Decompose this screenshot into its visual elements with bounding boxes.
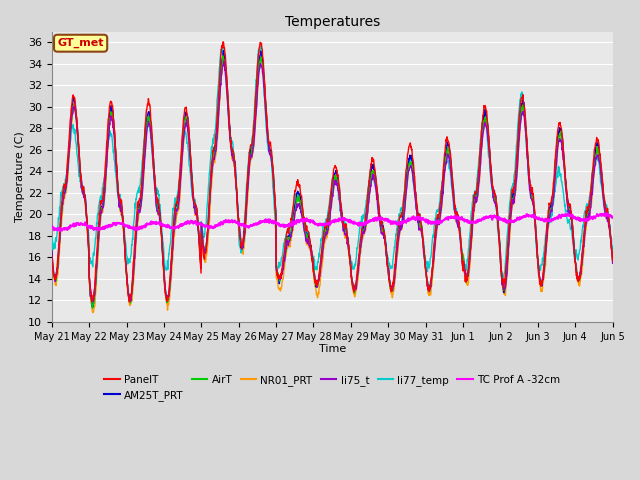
Title: Temperatures: Temperatures [285, 15, 380, 29]
li77_temp [420, 239, 428, 244]
PanelT [159, 263, 167, 268]
PanelT [420, 247, 428, 253]
PanelT [220, 39, 227, 45]
Line: PanelT: PanelT [52, 42, 612, 302]
AirT [88, 305, 96, 311]
AM25T_PRT [173, 202, 180, 208]
li75_t [173, 208, 180, 214]
PanelT [125, 299, 133, 305]
li77_temp [499, 278, 506, 284]
PanelT [493, 210, 501, 216]
AirT [48, 253, 56, 259]
PanelT [236, 234, 244, 240]
li77_temp [159, 240, 166, 245]
li75_t [220, 58, 228, 64]
PanelT [48, 252, 56, 258]
NR01_PRT [543, 244, 550, 250]
li75_t [420, 250, 428, 256]
Line: AM25T_PRT: AM25T_PRT [52, 50, 612, 307]
AM25T_PRT [220, 48, 227, 53]
TC Prof A -32cm [236, 221, 243, 227]
AirT [543, 234, 550, 240]
TC Prof A -32cm [173, 224, 180, 230]
PanelT [609, 258, 616, 264]
Line: NR01_PRT: NR01_PRT [52, 57, 612, 312]
AirT [493, 209, 501, 215]
X-axis label: Time: Time [319, 345, 346, 354]
AirT [236, 234, 244, 240]
TC Prof A -32cm [56, 228, 64, 234]
NR01_PRT [257, 54, 265, 60]
TC Prof A -32cm [48, 223, 56, 229]
TC Prof A -32cm [159, 223, 167, 229]
AM25T_PRT [420, 250, 428, 256]
NR01_PRT [609, 256, 616, 262]
AM25T_PRT [543, 234, 550, 240]
TC Prof A -32cm [420, 216, 428, 222]
li75_t [159, 261, 167, 266]
AM25T_PRT [159, 259, 167, 265]
AM25T_PRT [89, 304, 97, 310]
PanelT [543, 224, 550, 230]
PanelT [173, 199, 180, 205]
li77_temp [173, 194, 180, 200]
li75_t [543, 238, 550, 244]
AM25T_PRT [609, 257, 616, 263]
NR01_PRT [493, 211, 501, 217]
TC Prof A -32cm [609, 215, 616, 221]
AM25T_PRT [236, 231, 244, 237]
Legend: PanelT, AM25T_PRT, AirT, NR01_PRT, li75_t, li77_temp, TC Prof A -32cm: PanelT, AM25T_PRT, AirT, NR01_PRT, li75_… [100, 371, 564, 405]
AirT [173, 205, 180, 211]
li77_temp [48, 235, 56, 240]
li75_t [609, 260, 616, 266]
NR01_PRT [420, 248, 428, 253]
li75_t [236, 230, 244, 236]
Line: li77_temp: li77_temp [52, 44, 612, 281]
li75_t [493, 214, 501, 219]
li77_temp [236, 241, 243, 247]
li77_temp [609, 246, 616, 252]
li77_temp [493, 206, 500, 212]
NR01_PRT [48, 249, 56, 255]
TC Prof A -32cm [543, 216, 550, 222]
TC Prof A -32cm [493, 216, 500, 221]
li75_t [48, 250, 56, 255]
AirT [159, 260, 167, 266]
Line: TC Prof A -32cm: TC Prof A -32cm [52, 213, 612, 231]
Line: li75_t: li75_t [52, 61, 612, 302]
NR01_PRT [159, 258, 167, 264]
NR01_PRT [236, 229, 243, 235]
NR01_PRT [173, 212, 180, 217]
Y-axis label: Temperature (C): Temperature (C) [15, 132, 25, 222]
TC Prof A -32cm [602, 210, 610, 216]
Text: GT_met: GT_met [58, 38, 104, 48]
AM25T_PRT [493, 206, 501, 212]
li77_temp [543, 227, 550, 233]
AirT [219, 53, 227, 59]
li77_temp [257, 41, 264, 47]
li75_t [88, 299, 96, 305]
AirT [420, 250, 428, 255]
AirT [609, 258, 616, 264]
NR01_PRT [89, 310, 97, 315]
Line: AirT: AirT [52, 56, 612, 308]
AM25T_PRT [48, 248, 56, 254]
